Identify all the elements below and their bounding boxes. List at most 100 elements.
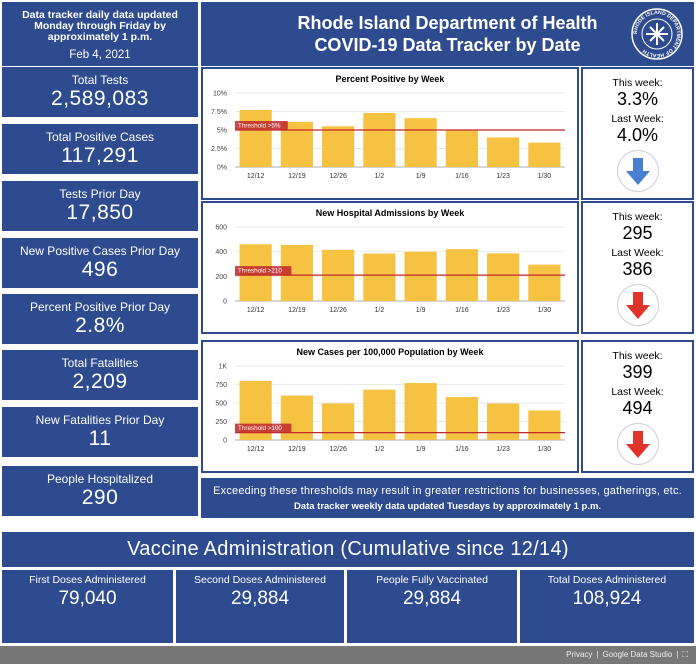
update-note: Data tracker daily data updated Monday t… <box>22 9 178 43</box>
privacy-link[interactable]: Privacy <box>566 650 593 659</box>
stat-value: 11 <box>88 427 112 450</box>
this-week-value: 399 <box>622 362 653 382</box>
arrow-down-icon <box>617 423 659 465</box>
weekly-update-note: Data tracker weekly data updated Tuesday… <box>293 501 602 512</box>
x-tick-label: 12/26 <box>329 307 347 314</box>
y-tick-label: 5% <box>217 128 227 135</box>
page-title: Rhode Island Department of Health <box>297 13 598 33</box>
page-header: Rhode Island Department of Health COVID-… <box>201 2 694 66</box>
threshold-label-text: Threshold >100 <box>238 425 282 432</box>
vaccine-stat-label: First Doses Administered <box>29 574 146 586</box>
arrow-down-icon <box>617 284 659 326</box>
y-tick-label: 400 <box>215 249 227 256</box>
update-date: Feb 4, 2021 <box>69 49 131 61</box>
x-tick-label: 12/12 <box>247 446 265 453</box>
x-tick-label: 12/12 <box>247 173 265 180</box>
x-tick-label: 12/26 <box>329 173 347 180</box>
bar[interactable] <box>528 410 561 440</box>
second-doses-card: Second Doses Administered 29,884 <box>176 570 344 643</box>
last-week-value: 494 <box>622 398 653 418</box>
last-week-label: Last Week: <box>611 386 664 398</box>
fullscreen-icon[interactable]: ⛶ <box>682 650 688 659</box>
vaccine-stat-value: 29,884 <box>230 588 290 609</box>
people-hospitalized-card: People Hospitalized 290 <box>2 466 198 516</box>
this-week-value: 3.3% <box>616 89 659 109</box>
new-positive-cases-prior-day-card: New Positive Cases Prior Day 496 <box>2 238 198 288</box>
y-tick-label: 250 <box>215 419 227 426</box>
bar[interactable] <box>363 112 396 167</box>
vaccine-section-title: Vaccine Administration (Cumulative since… <box>2 532 694 567</box>
bar[interactable] <box>239 110 272 167</box>
threshold-label: Threshold >210 <box>235 266 292 276</box>
bar[interactable] <box>528 264 561 301</box>
threshold-note: Exceeding these thresholds may result in… <box>201 478 694 518</box>
footer-bar: Privacy | Google Data Studio | ⛶ <box>0 646 696 664</box>
stat-label: People Hospitalized <box>46 472 154 486</box>
bar[interactable] <box>528 142 561 167</box>
chart-title: New Hospital Admissions by Week <box>316 208 466 218</box>
tests-prior-day-card: Tests Prior Day 17,850 <box>2 181 198 231</box>
vaccine-stat-value: 29,884 <box>402 588 462 609</box>
bar[interactable] <box>363 253 396 301</box>
stat-label: Total Positive Cases <box>45 130 155 144</box>
bar[interactable] <box>487 253 520 301</box>
new-cases-per-100k-chart: New Cases per 100,000 Population by Week… <box>201 340 579 473</box>
x-tick-label: 1/9 <box>416 173 426 180</box>
x-tick-label: 12/19 <box>288 307 306 314</box>
x-tick-label: 12/19 <box>288 446 306 453</box>
bar[interactable] <box>445 130 478 167</box>
stat-value: 2.8% <box>75 314 125 337</box>
stat-value: 2,589,083 <box>51 87 149 110</box>
x-tick-label: 1/23 <box>496 446 510 453</box>
x-tick-label: 1/30 <box>538 446 552 453</box>
y-tick-label: 600 <box>215 225 227 232</box>
stat-label: Total Fatalities <box>61 356 139 370</box>
chart-svg: New Hospital Admissions by Week 0 200 400 60… <box>215 208 565 314</box>
stat-label: Tests Prior Day <box>59 187 141 201</box>
this-week-label: This week: <box>612 350 663 362</box>
bar[interactable] <box>363 389 396 440</box>
x-tick-label: 1/23 <box>496 173 510 180</box>
x-tick-label: 1/16 <box>455 307 469 314</box>
ri-health-seal-icon: RHODE ISLAND DEPARTMENT OF HEALTH <box>631 8 683 60</box>
this-week-value: 295 <box>622 223 653 243</box>
threshold-label: Threshold >100 <box>235 423 292 433</box>
new-fatalities-prior-day-card: New Fatalities Prior Day 11 <box>2 407 198 457</box>
percent-positive-prior-day-card: Percent Positive Prior Day 2.8% <box>2 294 198 344</box>
bar[interactable] <box>445 397 478 440</box>
y-tick-label: 2.5% <box>211 146 227 153</box>
bar[interactable] <box>404 383 437 440</box>
stat-label: New Fatalities Prior Day <box>35 413 165 427</box>
bar[interactable] <box>487 403 520 440</box>
stat-value: 2,209 <box>72 370 128 393</box>
y-tick-label: 500 <box>215 401 227 408</box>
weekly-comparison-panel: This week: 3.3% Last Week: 4.0% <box>581 67 694 200</box>
vaccine-stat-label: Total Doses Administered <box>547 574 667 586</box>
x-tick-label: 12/26 <box>329 446 347 453</box>
bar[interactable] <box>404 118 437 167</box>
page-subtitle: COVID-19 Data Tracker by Date <box>314 35 581 55</box>
stat-label: Total Tests <box>71 73 129 87</box>
bar[interactable] <box>280 395 313 440</box>
y-tick-label: 200 <box>215 274 227 281</box>
stat-value: 117,291 <box>61 144 139 167</box>
chart-title: Percent Positive by Week <box>336 74 446 84</box>
total-positive-cases-card: Total Positive Cases 117,291 <box>2 124 198 174</box>
last-week-label: Last Week: <box>611 247 664 259</box>
last-week-value: 386 <box>622 259 653 279</box>
threshold-label-text: Threshold >210 <box>238 268 282 275</box>
bar[interactable] <box>322 403 355 440</box>
google-data-studio-link[interactable]: Google Data Studio <box>602 650 673 659</box>
bar[interactable] <box>487 137 520 167</box>
y-tick-label: 0% <box>217 165 227 172</box>
x-tick-label: 1/2 <box>375 173 385 180</box>
x-tick-label: 1/16 <box>455 446 469 453</box>
total-tests-card: Total Tests 2,589,083 <box>2 67 198 117</box>
x-tick-label: 1/16 <box>455 173 469 180</box>
x-tick-label: 1/30 <box>538 307 552 314</box>
y-tick-label: 7.5% <box>211 109 227 116</box>
x-tick-label: 1/9 <box>416 307 426 314</box>
stat-label: Percent Positive Prior Day <box>29 300 171 314</box>
bar[interactable] <box>322 126 355 167</box>
bar[interactable] <box>404 251 437 301</box>
